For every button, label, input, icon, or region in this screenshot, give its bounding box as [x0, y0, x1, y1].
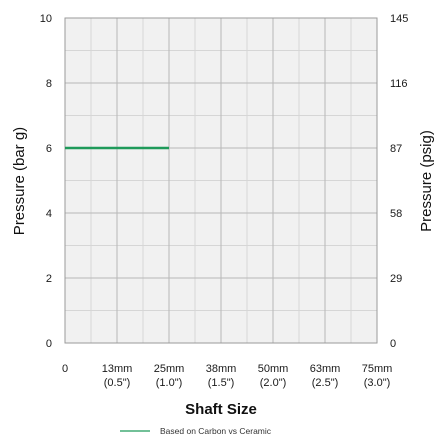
x-tick-sublabel: (3.0")	[364, 377, 391, 389]
x-tick-label: 0	[62, 363, 68, 375]
grid	[64, 17, 378, 344]
y-tick-label: 4	[46, 208, 52, 220]
y-tick-label: 10	[40, 13, 52, 25]
x-tick-label: 75mm	[362, 363, 393, 375]
x-axis-title: Shaft Size	[185, 401, 257, 418]
x-tick-label: 38mm	[206, 363, 237, 375]
x-tick-sublabel: (1.5")	[208, 377, 235, 389]
y-tick-label: 2	[46, 273, 52, 285]
y-tick-label: 0	[46, 338, 52, 350]
legend-label: Based on Carbon vs Ceramic	[160, 426, 272, 436]
x-tick-label: 63mm	[310, 363, 341, 375]
x-tick-sublabel: (2.0")	[260, 377, 287, 389]
legend: Based on Carbon vs Ceramic	[120, 426, 272, 436]
y2-tick-label: 29	[390, 273, 402, 285]
y-axis-title: Pressure (bar g)	[11, 127, 28, 235]
y2-axis-title: Pressure (psig)	[418, 130, 435, 232]
x-tick-sublabel: (1.0")	[156, 377, 183, 389]
x-tick-sublabel: (2.5")	[312, 377, 339, 389]
left-axis: 0 2 4 6 8 10	[40, 13, 52, 350]
y2-tick-label: 116	[390, 78, 408, 90]
y2-tick-label: 145	[390, 13, 408, 25]
x-tick-label: 13mm	[102, 363, 133, 375]
plot-frame	[64, 17, 378, 344]
x-tick-label: 25mm	[154, 363, 185, 375]
x-tick-label: 50mm	[258, 363, 289, 375]
x-axis: 0 13mm (0.5") 25mm (1.0") 38mm (1.5") 50mm (2.0"…	[62, 363, 392, 389]
y2-tick-label: 0	[390, 338, 396, 350]
y-tick-label: 6	[46, 143, 52, 155]
y2-tick-label: 87	[390, 143, 402, 155]
x-tick-sublabel: (0.5")	[104, 377, 131, 389]
y-tick-label: 8	[46, 78, 52, 90]
right-axis: 0 29 58 87 116 145	[390, 13, 408, 350]
y2-tick-label: 58	[390, 208, 402, 220]
